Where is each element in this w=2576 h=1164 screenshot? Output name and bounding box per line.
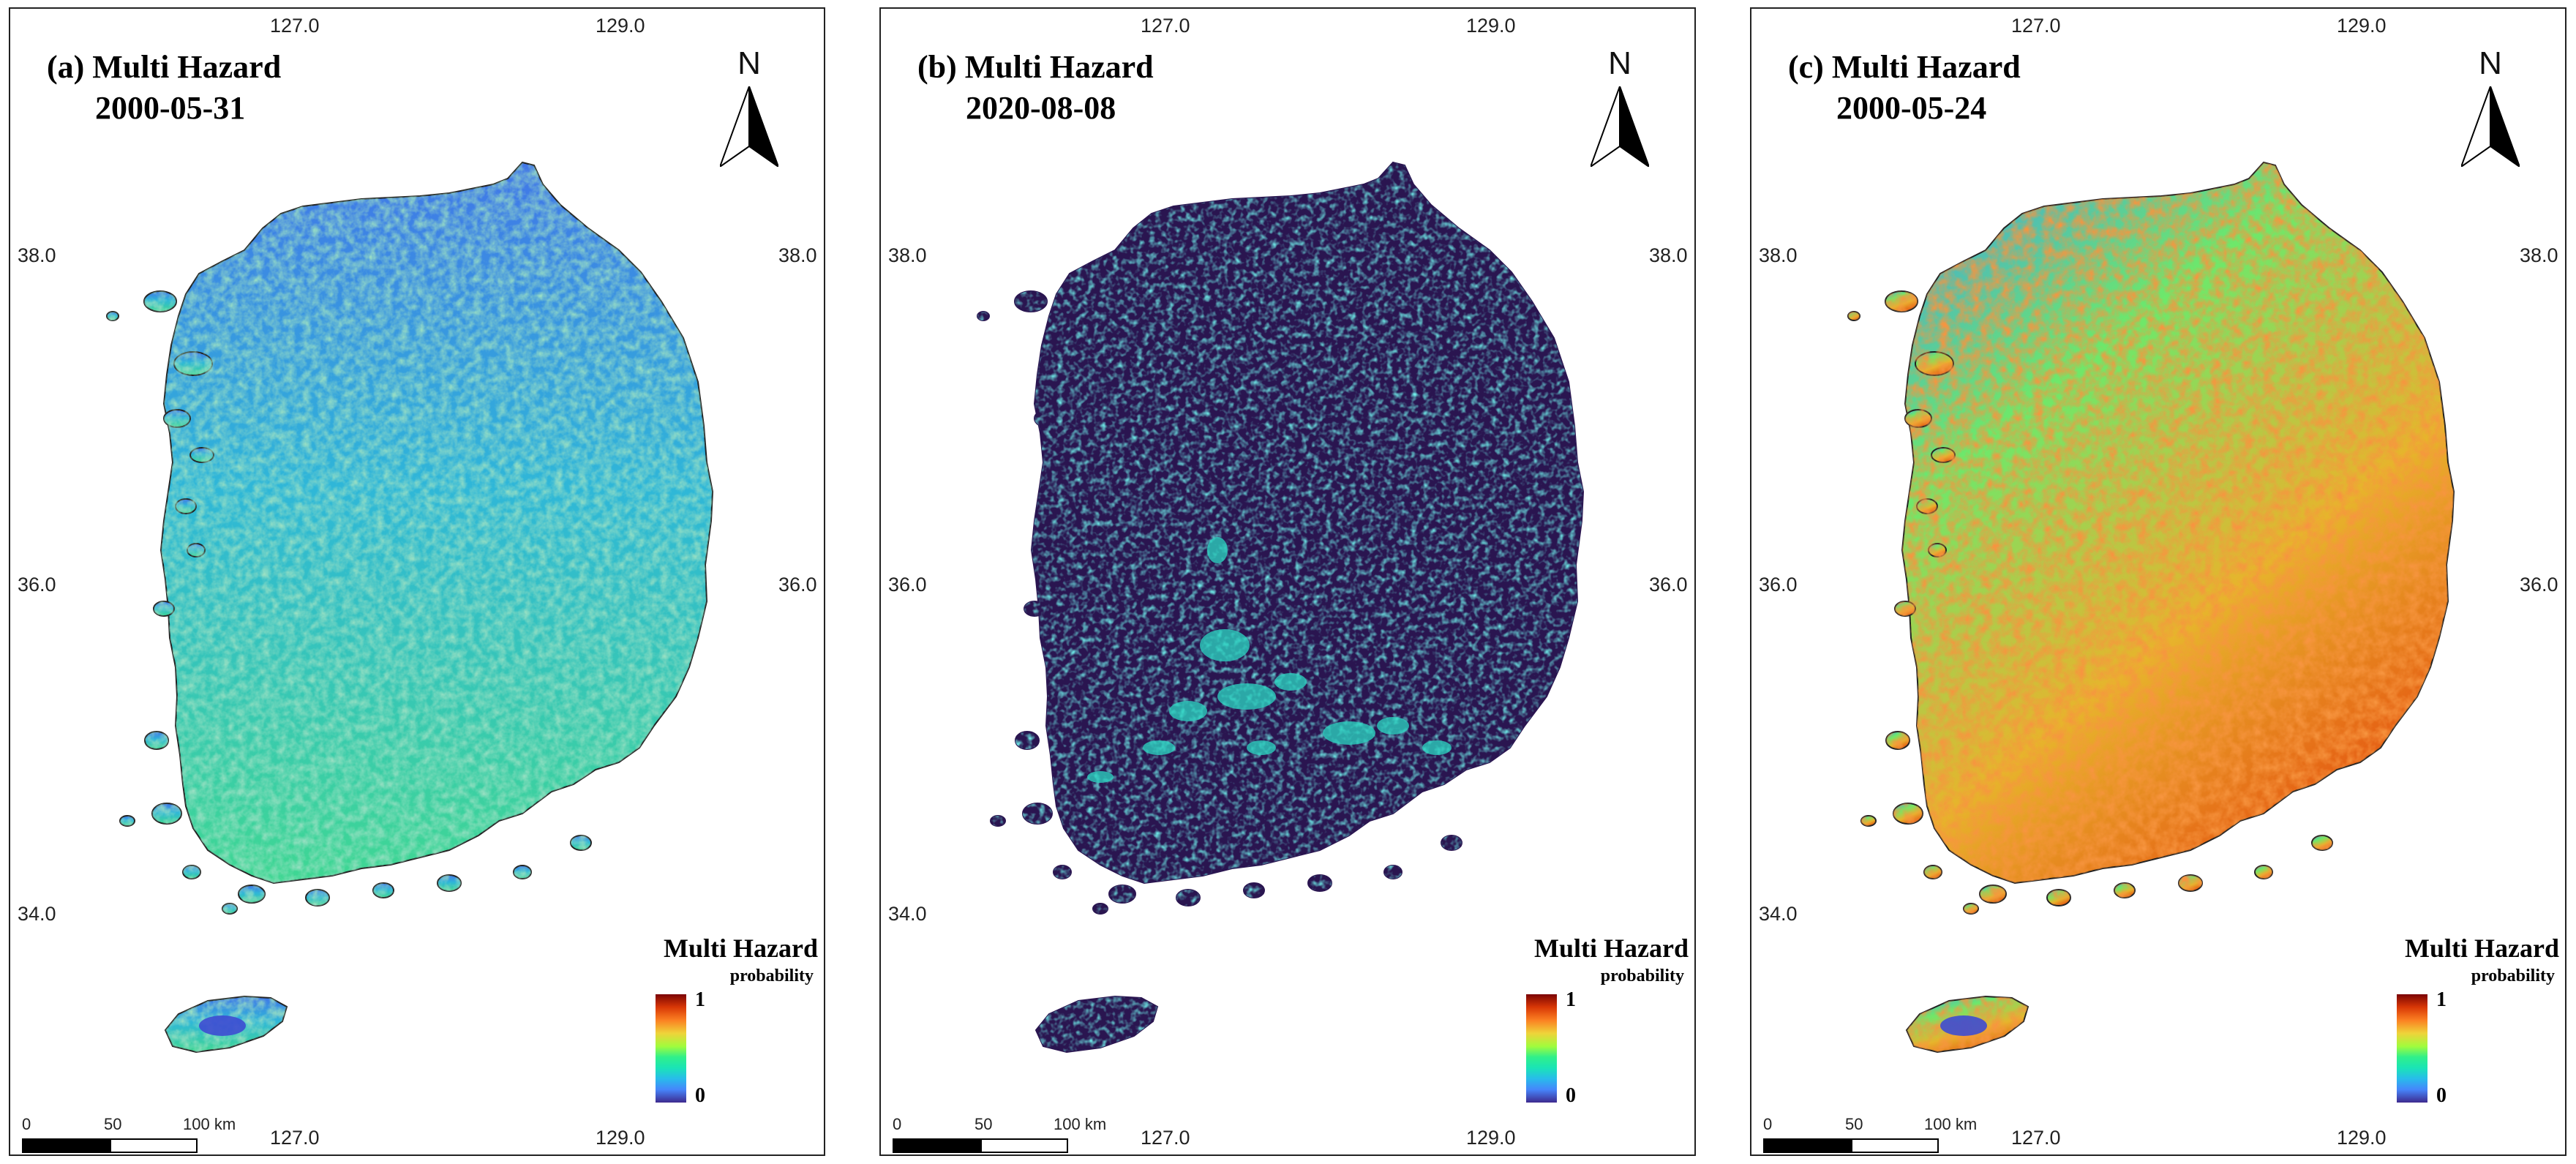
top-tick-127: 127.0 bbox=[1141, 15, 1190, 37]
legend: Multi Hazard probability 1 0 bbox=[1517, 933, 1693, 1116]
landmass bbox=[106, 161, 714, 1054]
bottom-tick-129: 129.0 bbox=[1466, 1127, 1516, 1149]
right-tick-36: 36.0 bbox=[1649, 574, 1688, 596]
scale-segment-dark bbox=[22, 1138, 110, 1153]
scale-segment-light bbox=[1851, 1138, 1939, 1153]
left-tick-38: 38.0 bbox=[18, 244, 56, 266]
map-canvas bbox=[1847, 161, 2455, 1054]
left-tick-36: 36.0 bbox=[888, 574, 927, 596]
top-tick-129: 129.0 bbox=[1466, 15, 1516, 37]
scale-mid: 50 bbox=[104, 1115, 122, 1133]
panel-title: (a) Multi Hazard 2000-05-31 bbox=[47, 47, 281, 129]
landmass bbox=[977, 161, 1585, 1054]
map-canvas bbox=[977, 161, 1585, 1054]
north-arrow-icon bbox=[1591, 86, 1649, 167]
legend: Multi Hazard probability 1 0 bbox=[647, 933, 822, 1116]
north-label: N bbox=[2479, 45, 2502, 81]
left-tick-34: 34.0 bbox=[18, 903, 56, 925]
bottom-tick-129: 129.0 bbox=[2337, 1127, 2387, 1149]
scale-end: 100 km bbox=[183, 1115, 236, 1133]
right-tick-38: 38.0 bbox=[2520, 244, 2558, 266]
legend-max: 1 bbox=[2436, 988, 2447, 1011]
legend-min: 0 bbox=[1566, 1084, 1576, 1107]
panel-label: (a) Multi Hazard bbox=[47, 49, 282, 85]
scale-zero: 0 bbox=[1763, 1115, 1773, 1133]
scale-segment-dark bbox=[1763, 1138, 1851, 1153]
map-panel-c: (c) Multi Hazard 2000-05-24 127.0 129.0 … bbox=[1750, 7, 2566, 1156]
left-tick-36: 36.0 bbox=[18, 574, 56, 596]
legend-color-ramp bbox=[1526, 994, 1557, 1103]
hotspot-cluster bbox=[1087, 537, 1452, 783]
north-arrow: N bbox=[2461, 45, 2534, 177]
left-tick-38: 38.0 bbox=[1759, 244, 1798, 266]
top-tick-127: 127.0 bbox=[2011, 15, 2061, 37]
panel-date: 2000-05-31 bbox=[95, 90, 246, 126]
scale-zero: 0 bbox=[893, 1115, 902, 1133]
top-tick-129: 129.0 bbox=[2337, 15, 2387, 37]
scale-segment-light bbox=[110, 1138, 198, 1153]
legend-subtitle: probability bbox=[729, 966, 814, 985]
right-tick-36: 36.0 bbox=[2520, 574, 2558, 596]
landmass bbox=[1847, 161, 2455, 1054]
scale-bar: 0 50 100 km bbox=[22, 1115, 236, 1153]
left-tick-34: 34.0 bbox=[888, 903, 927, 925]
map-panel-a: (a) Multi Hazard 2000-05-31 127.0 129.0 … bbox=[9, 7, 825, 1156]
panel-title: (b) Multi Hazard 2020-08-08 bbox=[917, 47, 1154, 129]
map-canvas bbox=[106, 161, 714, 1054]
bottom-tick-127: 127.0 bbox=[2011, 1127, 2061, 1149]
legend: Multi Hazard probability 1 0 bbox=[2388, 933, 2564, 1116]
scale-zero: 0 bbox=[22, 1115, 31, 1133]
legend-title: Multi Hazard bbox=[664, 934, 818, 963]
panel-date: 2000-05-24 bbox=[1836, 90, 1987, 126]
north-arrow: N bbox=[1591, 45, 1664, 177]
bottom-tick-129: 129.0 bbox=[596, 1127, 645, 1149]
panel-title: (c) Multi Hazard 2000-05-24 bbox=[1788, 47, 2021, 129]
scale-mid: 50 bbox=[975, 1115, 993, 1133]
scale-end: 100 km bbox=[1924, 1115, 1978, 1133]
north-label: N bbox=[1608, 45, 1631, 81]
legend-max: 1 bbox=[1566, 988, 1576, 1011]
north-arrow-icon bbox=[2461, 86, 2520, 167]
bottom-tick-127: 127.0 bbox=[1141, 1127, 1190, 1149]
right-tick-36: 36.0 bbox=[778, 574, 817, 596]
panel-label: (b) Multi Hazard bbox=[917, 49, 1154, 85]
scale-bar: 0 50 100 km bbox=[1763, 1115, 1977, 1153]
scale-bar: 0 50 100 km bbox=[893, 1115, 1106, 1153]
top-tick-129: 129.0 bbox=[596, 15, 645, 37]
scale-end: 100 km bbox=[1054, 1115, 1107, 1133]
legend-max: 1 bbox=[695, 988, 705, 1011]
top-tick-127: 127.0 bbox=[270, 15, 320, 37]
north-arrow: N bbox=[720, 45, 793, 177]
right-tick-38: 38.0 bbox=[1649, 244, 1688, 266]
right-tick-38: 38.0 bbox=[778, 244, 817, 266]
panel-date: 2020-08-08 bbox=[966, 90, 1116, 126]
legend-min: 0 bbox=[695, 1084, 705, 1107]
legend-title: Multi Hazard bbox=[2405, 934, 2559, 963]
legend-color-ramp bbox=[656, 994, 686, 1103]
jeju-core bbox=[1940, 1015, 1987, 1036]
north-arrow-icon bbox=[720, 86, 778, 167]
legend-subtitle: probability bbox=[2471, 966, 2555, 985]
map-panel-b: (b) Multi Hazard 2020-08-08 127.0 129.0 … bbox=[879, 7, 1696, 1156]
legend-min: 0 bbox=[2436, 1084, 2447, 1107]
legend-color-ramp bbox=[2397, 994, 2427, 1103]
left-tick-36: 36.0 bbox=[1759, 574, 1798, 596]
panel-label: (c) Multi Hazard bbox=[1788, 49, 2021, 85]
left-tick-34: 34.0 bbox=[1759, 903, 1798, 925]
left-tick-38: 38.0 bbox=[888, 244, 927, 266]
legend-subtitle: probability bbox=[1600, 966, 1684, 985]
scale-segment-dark bbox=[893, 1138, 980, 1153]
scale-segment-light bbox=[980, 1138, 1068, 1153]
north-label: N bbox=[737, 45, 761, 81]
scale-mid: 50 bbox=[1845, 1115, 1863, 1133]
jeju-core bbox=[199, 1015, 246, 1036]
legend-title: Multi Hazard bbox=[1534, 934, 1689, 963]
bottom-tick-127: 127.0 bbox=[270, 1127, 320, 1149]
